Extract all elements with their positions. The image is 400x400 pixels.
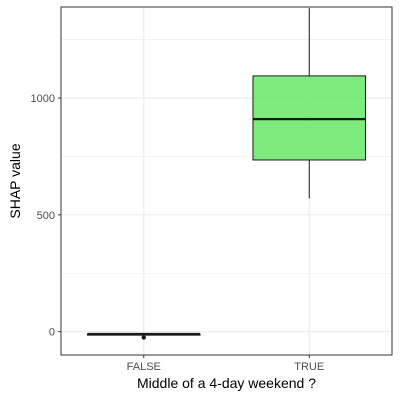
y-tick-label: 0 [49, 327, 55, 339]
x-axis-ticks: FALSE TRUE [127, 355, 324, 373]
x-tick-label: TRUE [294, 361, 324, 373]
y-tick-label: 500 [37, 210, 55, 222]
outlier-point [141, 335, 146, 340]
grid-lines [61, 7, 392, 355]
x-axis-title: Middle of a 4-day weekend ? [137, 375, 316, 391]
y-tick-label: 1000 [31, 93, 55, 105]
x-tick-label: FALSE [127, 361, 161, 373]
y-axis-title: SHAP value [7, 143, 23, 218]
box-true [252, 8, 367, 199]
panel-border [60, 6, 393, 356]
box-false [86, 332, 201, 340]
boxes [86, 8, 367, 340]
y-axis-ticks: 0 500 1000 [31, 93, 61, 339]
box-rect [252, 75, 367, 161]
